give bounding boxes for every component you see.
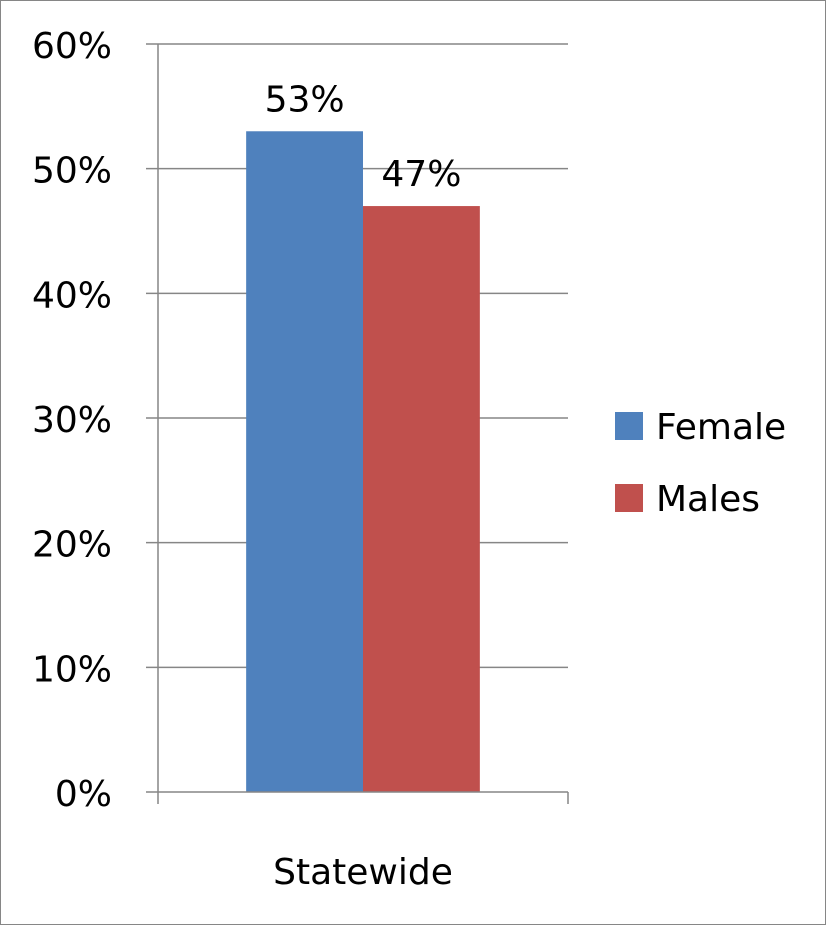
y-tick-label: 40%	[32, 275, 112, 316]
data-label: 53%	[265, 79, 345, 120]
bar-female	[246, 131, 363, 792]
data-label: 47%	[381, 154, 461, 195]
y-tick-label: 60%	[32, 26, 112, 67]
y-axis-ticks: 0% 10% 20% 30% 40% 50% 60%	[32, 26, 112, 815]
x-tick-label: Statewide	[273, 852, 453, 893]
axes	[146, 44, 569, 804]
legend-swatch-female	[615, 412, 643, 440]
legend: Female Males	[615, 407, 786, 520]
y-tick-label: 20%	[32, 525, 112, 566]
y-tick-label: 50%	[32, 151, 112, 192]
legend-label-males: Males	[656, 479, 760, 520]
y-tick-label: 10%	[32, 649, 112, 690]
bars	[246, 131, 480, 793]
y-tick-label: 30%	[32, 400, 112, 441]
data-labels: 53% 47%	[265, 79, 462, 195]
legend-swatch-males	[615, 484, 643, 512]
bar-males	[363, 206, 480, 793]
y-tick-label: 0%	[55, 774, 112, 815]
x-axis-ticks: Statewide	[273, 852, 453, 893]
legend-label-female: Female	[656, 407, 786, 448]
